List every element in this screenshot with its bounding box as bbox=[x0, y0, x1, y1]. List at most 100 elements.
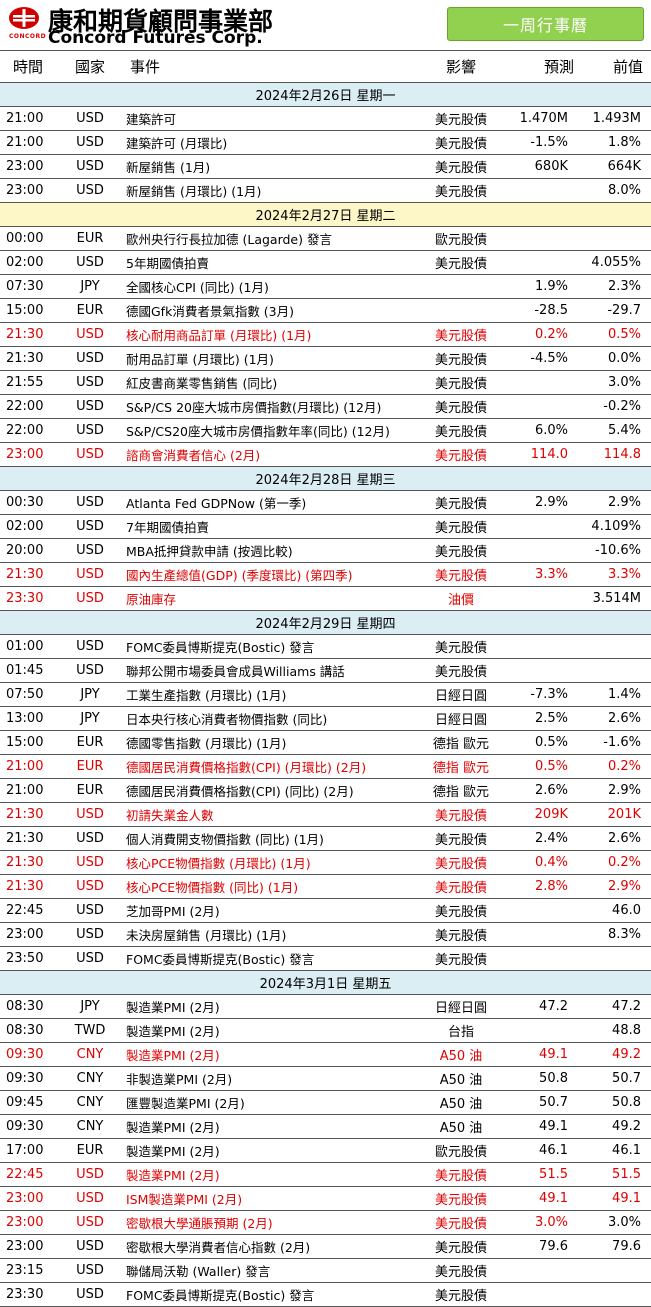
table-row: 23:00 USD 未決房屋銷售 (月環比) (1月) 美元股債 8.3% bbox=[0, 922, 651, 947]
date-row: 2024年2月29日 星期四 bbox=[0, 610, 651, 635]
column-header-time: 時間 bbox=[0, 50, 56, 83]
cell-time: 15:00 bbox=[0, 730, 56, 755]
cell-time: 01:00 bbox=[0, 634, 56, 659]
cell-impact: 美元股債 bbox=[422, 154, 500, 179]
cell-previous: 4.109% bbox=[582, 514, 651, 539]
cell-country: EUR bbox=[56, 754, 124, 779]
date-row: 2024年2月26日 星期一 bbox=[0, 82, 651, 107]
cell-impact: 日經日圓 bbox=[422, 706, 500, 731]
cell-country: JPY bbox=[56, 994, 124, 1019]
table-row: 21:30 USD 核心PCE物價指數 (月環比) (1月) 美元股債 0.4% 0.2% bbox=[0, 850, 651, 875]
table-row: 21:30 USD 個人消費開支物價指數 (同比) (1月) 美元股債 2.4% 2.6% bbox=[0, 826, 651, 851]
cell-previous bbox=[582, 634, 651, 659]
cell-time: 17:00 bbox=[0, 1138, 56, 1163]
cell-previous: 51.5 bbox=[582, 1162, 651, 1187]
cell-previous: 3.514M bbox=[582, 586, 651, 611]
cell-time: 09:45 bbox=[0, 1090, 56, 1115]
table-row: 21:30 USD 耐用品訂單 (月環比) (1月) 美元股債 -4.5% 0.0% bbox=[0, 346, 651, 371]
cell-event: 建築許可 bbox=[124, 106, 422, 131]
cell-country: USD bbox=[56, 442, 124, 467]
cell-event: 德國Gfk消費者景氣指數 (3月) bbox=[124, 298, 422, 323]
cell-time: 13:00 bbox=[0, 706, 56, 731]
table-row: 23:00 USD 諮商會消費者信心 (2月) 美元股債 114.0 114.8 bbox=[0, 442, 651, 467]
cell-previous bbox=[582, 658, 651, 683]
cell-previous: -29.7 bbox=[582, 298, 651, 323]
table-row: 01:45 USD 聯邦公開市場委員會成員Williams 講話 美元股債 bbox=[0, 658, 651, 683]
table-row: 23:00 USD 密歇根大學消費者信心指數 (2月) 美元股債 79.6 79.6 bbox=[0, 1234, 651, 1259]
cell-forecast bbox=[500, 586, 582, 611]
cell-country: USD bbox=[56, 562, 124, 587]
cell-country: USD bbox=[56, 874, 124, 899]
table-row: 23:00 USD 新屋銷售 (月環比) (1月) 美元股債 8.0% bbox=[0, 178, 651, 203]
date-label: 2024年2月29日 星期四 bbox=[0, 610, 651, 635]
table-row: 09:30 CNY 非製造業PMI (2月) A50 油 50.8 50.7 bbox=[0, 1066, 651, 1091]
cell-forecast bbox=[500, 226, 582, 251]
table-row: 08:30 JPY 製造業PMI (2月) 日經日圓 47.2 47.2 bbox=[0, 994, 651, 1019]
table-row: 23:50 USD FOMC委員博斯提克(Bostic) 發言 美元股債 bbox=[0, 946, 651, 971]
cell-time: 23:50 bbox=[0, 946, 56, 971]
cell-previous: 2.9% bbox=[582, 490, 651, 515]
cell-forecast bbox=[500, 634, 582, 659]
cell-country: USD bbox=[56, 154, 124, 179]
cell-event: 聯邦公開市場委員會成員Williams 講話 bbox=[124, 658, 422, 683]
cell-time: 23:00 bbox=[0, 154, 56, 179]
table-row: 23:00 USD 新屋銷售 (1月) 美元股債 680K 664K bbox=[0, 154, 651, 179]
column-header-previous: 前值 bbox=[582, 50, 651, 83]
cell-impact: 美元股債 bbox=[422, 946, 500, 971]
cell-country: CNY bbox=[56, 1066, 124, 1091]
table-row: 02:00 USD 7年期國債拍賣 美元股債 4.109% bbox=[0, 514, 651, 539]
cell-previous: 2.6% bbox=[582, 826, 651, 851]
cell-forecast: 51.5 bbox=[500, 1162, 582, 1187]
cell-event: 德國零售指數 (月環比) (1月) bbox=[124, 730, 422, 755]
cell-forecast: 3.0% bbox=[500, 1210, 582, 1235]
table-header-row: 時間 國家 事件 影響 預測 前值 bbox=[0, 50, 651, 83]
cell-event: 德國居民消費價格指數(CPI) (同比) (2月) bbox=[124, 778, 422, 803]
cell-impact: A50 油 bbox=[422, 1090, 500, 1115]
cell-time: 09:30 bbox=[0, 1114, 56, 1139]
cell-time: 09:30 bbox=[0, 1066, 56, 1091]
cell-country: USD bbox=[56, 1258, 124, 1283]
date-label: 2024年2月28日 星期三 bbox=[0, 466, 651, 491]
cell-impact: 美元股債 bbox=[422, 490, 500, 515]
table-row: 20:00 USD MBA抵押貸款申請 (按週比較) 美元股債 -10.6% bbox=[0, 538, 651, 563]
cell-previous: 4.055% bbox=[582, 250, 651, 275]
cell-forecast: 2.6% bbox=[500, 778, 582, 803]
cell-country: USD bbox=[56, 1186, 124, 1211]
table-row: 23:00 USD 密歇根大學通脹預期 (2月) 美元股債 3.0% 3.0% bbox=[0, 1210, 651, 1235]
cell-previous bbox=[582, 226, 651, 251]
cell-impact: 美元股債 bbox=[422, 346, 500, 371]
company-name-english: Concord Futures Corp. bbox=[48, 28, 263, 48]
cell-time: 23:00 bbox=[0, 1210, 56, 1235]
cell-impact: 日經日圓 bbox=[422, 682, 500, 707]
column-header-impact: 影響 bbox=[422, 50, 500, 83]
cell-country: EUR bbox=[56, 226, 124, 251]
cell-forecast: 2.4% bbox=[500, 826, 582, 851]
cell-event: 匯豐製造業PMI (2月) bbox=[124, 1090, 422, 1115]
cell-impact: 美元股債 bbox=[422, 802, 500, 827]
cell-impact: 美元股債 bbox=[422, 874, 500, 899]
cell-event: 聯儲局沃勒 (Waller) 發言 bbox=[124, 1258, 422, 1283]
cell-country: TWD bbox=[56, 1018, 124, 1043]
cell-forecast: 2.9% bbox=[500, 490, 582, 515]
cell-country: USD bbox=[56, 850, 124, 875]
cell-time: 21:00 bbox=[0, 778, 56, 803]
cell-impact: 美元股債 bbox=[422, 370, 500, 395]
cell-country: JPY bbox=[56, 274, 124, 299]
table-row: 15:00 EUR 德國Gfk消費者景氣指數 (3月) -28.5 -29.7 bbox=[0, 298, 651, 323]
cell-time: 08:30 bbox=[0, 994, 56, 1019]
cell-impact: 日經日圓 bbox=[422, 994, 500, 1019]
cell-forecast bbox=[500, 898, 582, 923]
weekly-calendar-button[interactable]: 一周行事曆 bbox=[447, 7, 644, 41]
cell-impact: A50 油 bbox=[422, 1042, 500, 1067]
cell-impact: 歐元股債 bbox=[422, 1138, 500, 1163]
cell-time: 21:30 bbox=[0, 562, 56, 587]
cell-forecast bbox=[500, 1258, 582, 1283]
cell-forecast bbox=[500, 946, 582, 971]
cell-previous: 49.1 bbox=[582, 1186, 651, 1211]
cell-time: 21:00 bbox=[0, 106, 56, 131]
cell-event: 國內生產總值(GDP) (季度環比) (第四季) bbox=[124, 562, 422, 587]
table-row: 17:00 EUR 製造業PMI (2月) 歐元股債 46.1 46.1 bbox=[0, 1138, 651, 1163]
cell-previous: 48.8 bbox=[582, 1018, 651, 1043]
cell-previous: 1.493M bbox=[582, 106, 651, 131]
cell-country: USD bbox=[56, 1210, 124, 1235]
